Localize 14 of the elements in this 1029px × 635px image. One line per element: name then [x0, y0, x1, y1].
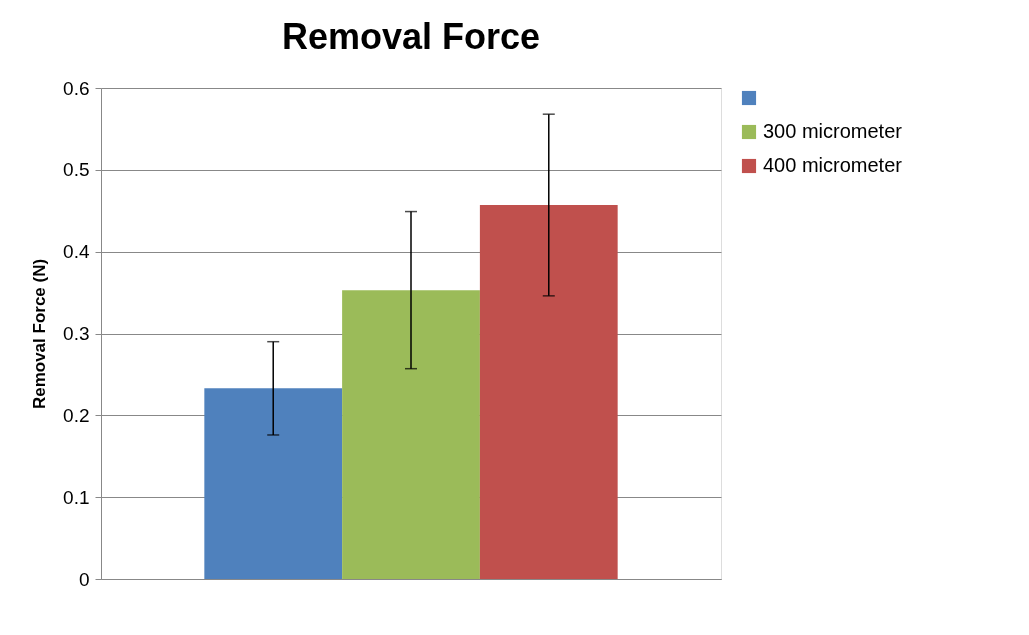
legend-label: 400 micrometer: [763, 154, 903, 176]
bar: [342, 290, 480, 579]
y-tick-label: 0.1: [63, 486, 90, 508]
chart-title: Removal Force: [281, 16, 541, 57]
bar: [204, 388, 343, 579]
y-tick-label: 0.4: [63, 241, 90, 263]
y-tick-label: 0: [78, 568, 90, 590]
y-tick-label: 0.6: [63, 77, 90, 99]
y-axis-title: Removal Force (N): [30, 258, 50, 410]
y-tick-label: 0.2: [63, 404, 90, 426]
legend-label: 300 micrometer: [763, 120, 903, 142]
y-tick-label: 0.3: [63, 323, 90, 344]
bar: [479, 205, 618, 579]
y-tick-label: 0.5: [63, 159, 90, 181]
